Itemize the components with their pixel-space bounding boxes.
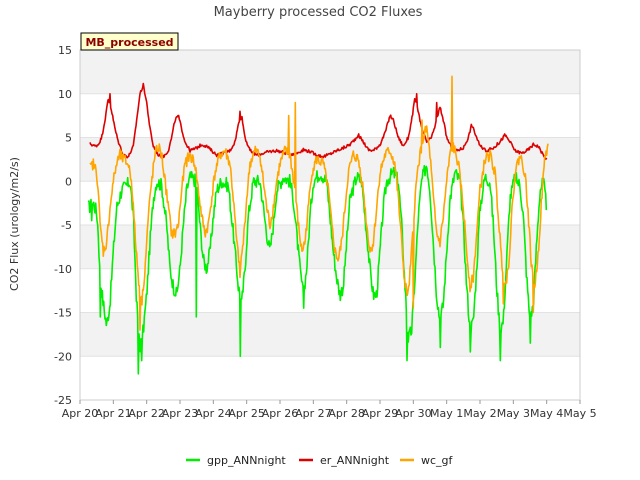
x-tick-label: May 4	[530, 407, 563, 420]
processed-badge: MB_processed	[80, 32, 179, 51]
plot-band	[80, 225, 580, 269]
x-tick-label: Apr 29	[362, 407, 399, 420]
x-tick-label: Apr 20	[62, 407, 99, 420]
y-tick-label: 10	[58, 88, 72, 101]
plot-band	[80, 356, 580, 400]
y-tick-label: 0	[65, 175, 72, 188]
x-tick-label: Apr 23	[162, 407, 199, 420]
badge-box	[80, 32, 179, 51]
legend: gpp_ANNnight er_ANNnight wc_gf	[186, 454, 454, 467]
plot-band	[80, 93, 580, 138]
x-tick-label: Apr 21	[95, 407, 132, 420]
series-line-wc-gf	[89, 75, 549, 331]
x-tick-label: Apr 22	[128, 407, 165, 420]
plot-band	[80, 50, 580, 94]
legend-label: er_ANNnight	[320, 454, 390, 467]
badge-label: MB_processed	[85, 36, 173, 49]
x-tick-label: Apr 28	[328, 407, 365, 420]
x-tick-label: May 3	[497, 407, 530, 420]
series-line-gpp-annnight	[87, 164, 548, 375]
y-tick-label: 5	[65, 132, 72, 145]
x-tick-label: Apr 25	[228, 407, 265, 420]
y-axis-label: CO2 Flux (urology/m2/s)	[8, 157, 21, 291]
legend-label: wc_gf	[421, 454, 454, 467]
y-axis-ticks: -25 -20 -15 -10 -5 0 5 10 15	[54, 44, 72, 407]
plot-frame	[79, 49, 581, 401]
series-line-er-annnight	[89, 82, 548, 160]
x-tick-label: Apr 24	[195, 407, 232, 420]
x-tick-label: May 5	[563, 407, 596, 420]
legend-label: gpp_ANNnight	[207, 454, 286, 467]
y-tick-label: 15	[58, 44, 72, 57]
chart-title: Mayberry processed CO2 Fluxes	[214, 5, 423, 20]
x-tick-label: May 2	[463, 407, 496, 420]
y-tick-label: -20	[54, 350, 72, 363]
x-tick-label: Apr 26	[262, 407, 299, 420]
y-tick-label: -15	[54, 307, 72, 320]
x-tick-label: May 1	[430, 407, 463, 420]
y-tick-label: -10	[54, 263, 72, 276]
x-tick-label: Apr 30	[395, 407, 432, 420]
y-tick-label: -5	[61, 219, 72, 232]
y-tick-label: -25	[54, 394, 72, 407]
x-tick-label: Apr 27	[295, 407, 332, 420]
plot-band	[80, 312, 580, 357]
series-layer	[87, 75, 549, 375]
